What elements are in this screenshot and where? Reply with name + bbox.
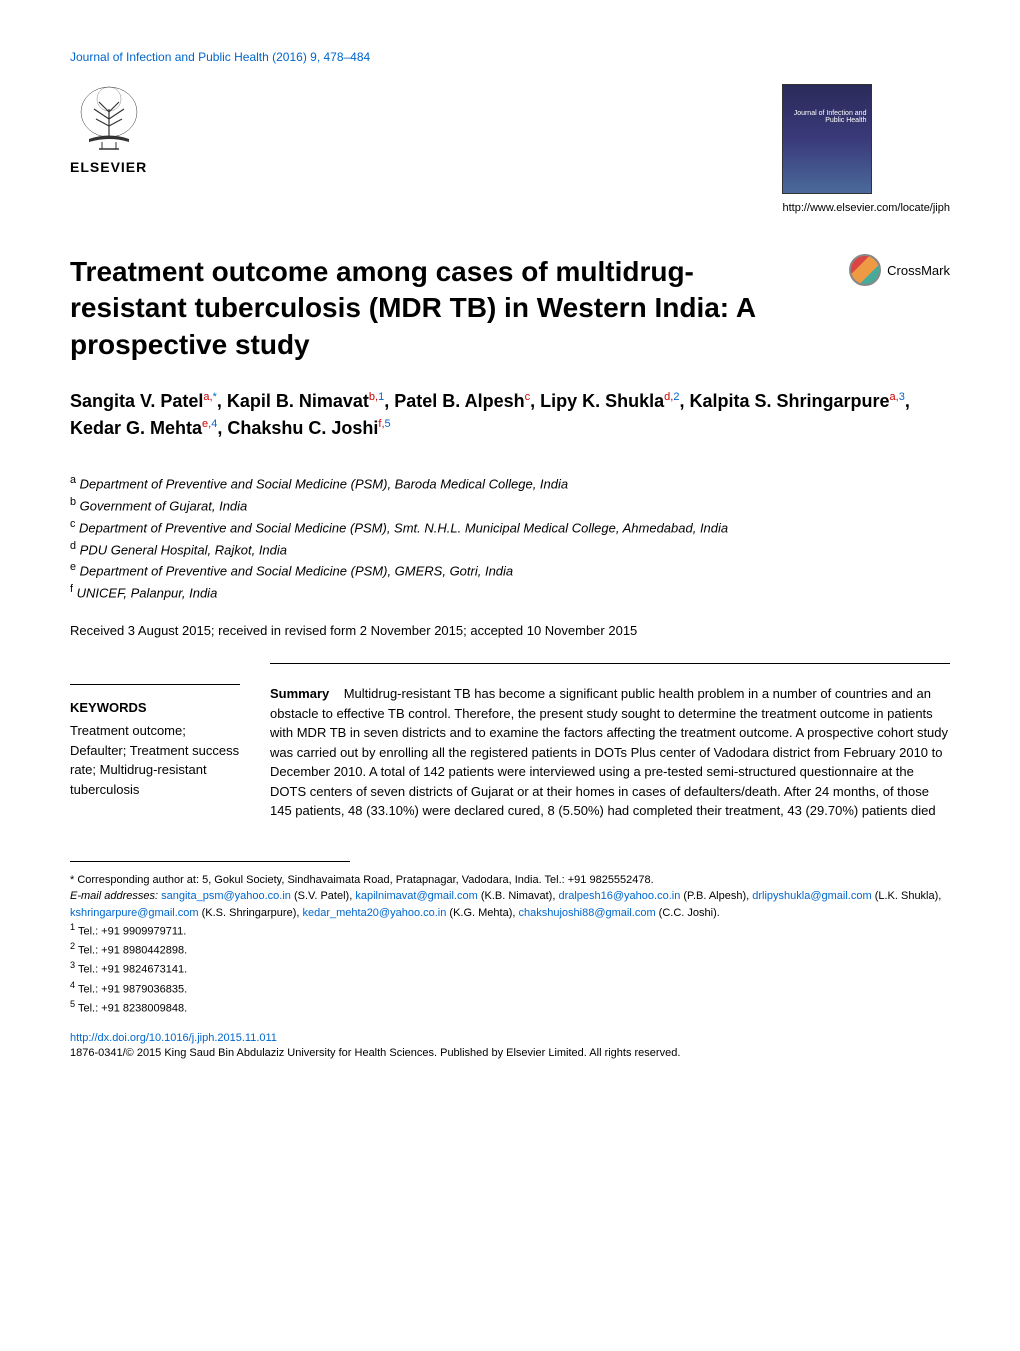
- affiliations-list: a Department of Preventive and Social Me…: [70, 472, 950, 603]
- crossmark-icon: [849, 254, 881, 286]
- title-row: Treatment outcome among cases of multidr…: [70, 254, 950, 363]
- crossmark-badge[interactable]: CrossMark: [849, 254, 950, 286]
- journal-cover: Journal of Infection and Public Health: [782, 84, 872, 194]
- summary-text: Multidrug-resistant TB has become a sign…: [270, 686, 948, 818]
- journal-url[interactable]: http://www.elsevier.com/locate/jiph: [782, 202, 950, 214]
- journal-reference[interactable]: Journal of Infection and Public Health (…: [70, 50, 950, 64]
- email-addresses: E-mail addresses: sangita_psm@yahoo.co.i…: [70, 888, 950, 921]
- abstract-row: KEYWORDS Treatment outcome; Defaulter; T…: [70, 684, 950, 821]
- elsevier-text: ELSEVIER: [70, 159, 147, 175]
- authors-list: Sangita V. Patela,*, Kapil B. Nimavatb,1…: [70, 388, 950, 442]
- cover-title: Journal of Infection and Public Health: [783, 110, 866, 124]
- received-dates: Received 3 August 2015; received in revi…: [70, 623, 950, 638]
- article-title: Treatment outcome among cases of multidr…: [70, 254, 770, 363]
- doi-link[interactable]: http://dx.doi.org/10.1016/j.jiph.2015.11…: [70, 1032, 950, 1044]
- abstract-divider: [270, 663, 950, 664]
- summary-column: Summary Multidrug-resistant TB has becom…: [270, 684, 950, 821]
- keywords-heading: KEYWORDS: [70, 700, 240, 715]
- elsevier-logo: ELSEVIER: [70, 84, 147, 175]
- keywords-text: Treatment outcome; Defaulter; Treatment …: [70, 721, 240, 799]
- elsevier-tree-icon: [74, 84, 144, 154]
- corresponding-author: * Corresponding author at: 5, Gokul Soci…: [70, 872, 950, 889]
- telephone-list: 1 Tel.: +91 9909979711.2 Tel.: +91 89804…: [70, 921, 950, 1017]
- footnotes: * Corresponding author at: 5, Gokul Soci…: [70, 872, 950, 1017]
- copyright-text: 1876-0341/© 2015 King Saud Bin Abdulaziz…: [70, 1047, 950, 1059]
- keywords-column: KEYWORDS Treatment outcome; Defaulter; T…: [70, 684, 240, 821]
- journal-cover-block: Journal of Infection and Public Health h…: [782, 84, 950, 214]
- header-row: ELSEVIER Journal of Infection and Public…: [70, 84, 950, 214]
- crossmark-label: CrossMark: [887, 263, 950, 278]
- summary-label: Summary: [270, 686, 329, 701]
- footer-divider: [70, 861, 350, 862]
